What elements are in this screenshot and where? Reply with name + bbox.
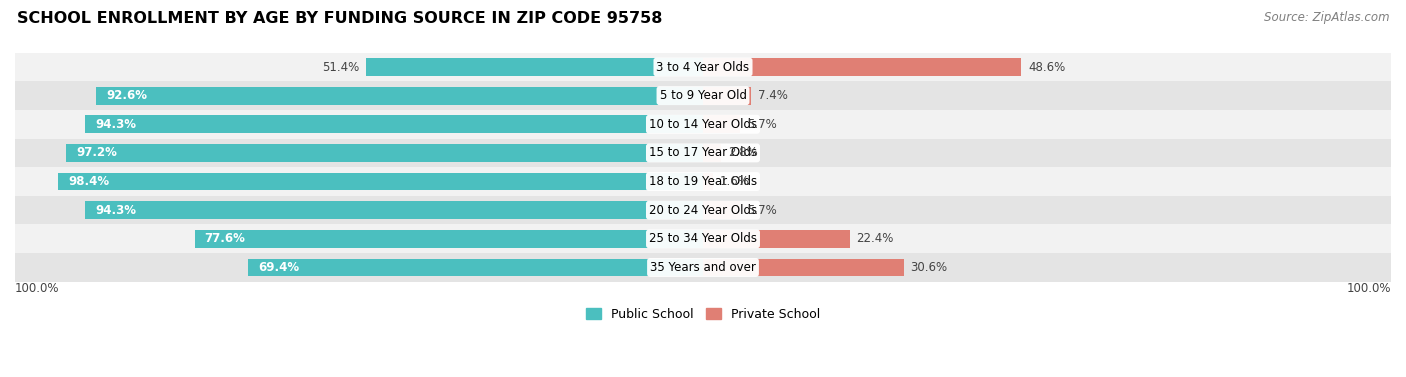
- Text: 98.4%: 98.4%: [67, 175, 110, 188]
- Bar: [96, 87, 703, 104]
- Text: 35 Years and over: 35 Years and over: [650, 261, 756, 274]
- Bar: [703, 87, 751, 104]
- Text: 22.4%: 22.4%: [856, 232, 894, 245]
- Text: 69.4%: 69.4%: [259, 261, 299, 274]
- Text: 97.2%: 97.2%: [76, 146, 117, 159]
- Text: 10 to 14 Year Olds: 10 to 14 Year Olds: [650, 118, 756, 131]
- Bar: [366, 58, 703, 76]
- Text: SCHOOL ENROLLMENT BY AGE BY FUNDING SOURCE IN ZIP CODE 95758: SCHOOL ENROLLMENT BY AGE BY FUNDING SOUR…: [17, 11, 662, 26]
- Bar: [703, 173, 713, 190]
- Bar: [703, 230, 849, 248]
- Text: 7.4%: 7.4%: [758, 89, 787, 102]
- Bar: [15, 167, 1391, 196]
- Text: 18 to 19 Year Olds: 18 to 19 Year Olds: [650, 175, 756, 188]
- Bar: [15, 53, 1391, 81]
- Text: 5 to 9 Year Old: 5 to 9 Year Old: [659, 89, 747, 102]
- Bar: [703, 201, 741, 219]
- Bar: [86, 115, 703, 133]
- Bar: [66, 144, 703, 162]
- Text: 92.6%: 92.6%: [105, 89, 148, 102]
- Text: 1.6%: 1.6%: [720, 175, 749, 188]
- Bar: [15, 253, 1391, 282]
- Bar: [703, 144, 721, 162]
- Bar: [703, 58, 1021, 76]
- Legend: Public School, Private School: Public School, Private School: [581, 303, 825, 326]
- Text: 3 to 4 Year Olds: 3 to 4 Year Olds: [657, 61, 749, 74]
- Text: 77.6%: 77.6%: [204, 232, 245, 245]
- Text: 51.4%: 51.4%: [322, 61, 360, 74]
- Bar: [703, 115, 741, 133]
- Bar: [194, 230, 703, 248]
- Text: 30.6%: 30.6%: [910, 261, 948, 274]
- Text: 5.7%: 5.7%: [747, 118, 776, 131]
- Bar: [15, 139, 1391, 167]
- Text: 2.8%: 2.8%: [728, 146, 758, 159]
- Text: 100.0%: 100.0%: [15, 282, 59, 295]
- Bar: [15, 81, 1391, 110]
- Text: 94.3%: 94.3%: [96, 118, 136, 131]
- Text: 94.3%: 94.3%: [96, 204, 136, 217]
- Text: 20 to 24 Year Olds: 20 to 24 Year Olds: [650, 204, 756, 217]
- Bar: [249, 259, 703, 276]
- Bar: [58, 173, 703, 190]
- Text: Source: ZipAtlas.com: Source: ZipAtlas.com: [1264, 11, 1389, 24]
- Text: 5.7%: 5.7%: [747, 204, 776, 217]
- Bar: [703, 259, 904, 276]
- Text: 48.6%: 48.6%: [1028, 61, 1066, 74]
- Bar: [15, 224, 1391, 253]
- Bar: [86, 201, 703, 219]
- Bar: [15, 110, 1391, 139]
- Text: 25 to 34 Year Olds: 25 to 34 Year Olds: [650, 232, 756, 245]
- Text: 100.0%: 100.0%: [1347, 282, 1391, 295]
- Text: 15 to 17 Year Olds: 15 to 17 Year Olds: [650, 146, 756, 159]
- Bar: [15, 196, 1391, 224]
